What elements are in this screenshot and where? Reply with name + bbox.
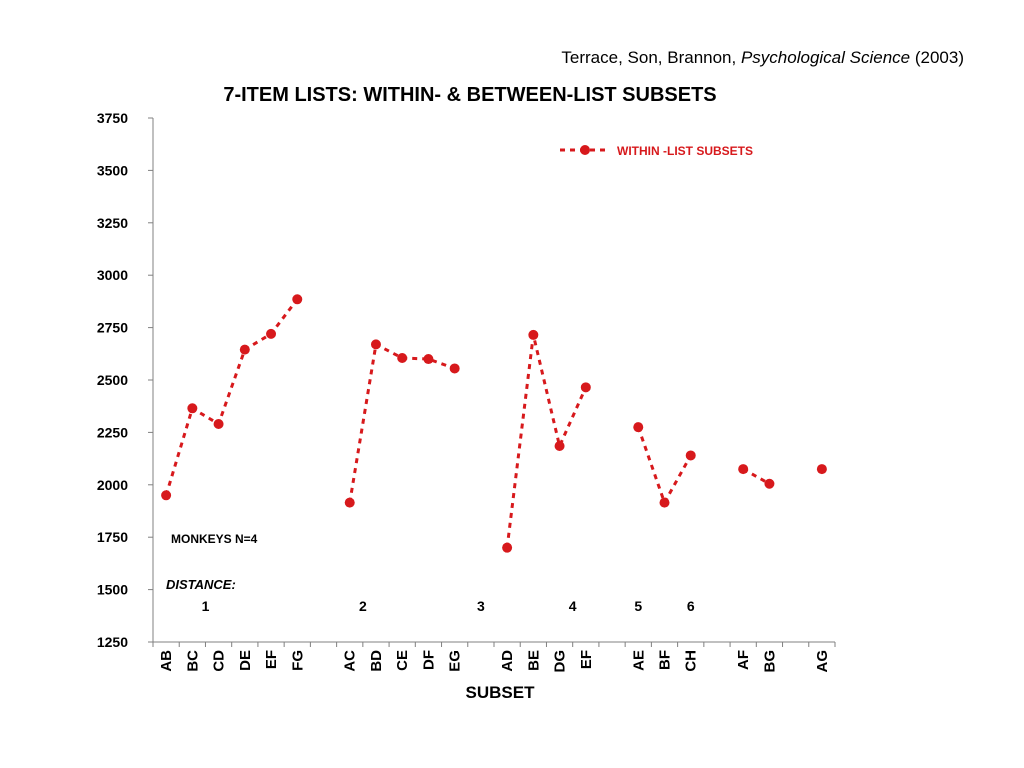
legend: WITHIN -LIST SUBSETS xyxy=(560,144,753,158)
data-point xyxy=(344,497,355,508)
series-segment-line xyxy=(164,298,299,496)
x-tick-label: AE xyxy=(630,650,647,671)
x-tick-label: DF xyxy=(420,650,437,670)
x-tick-label: CH xyxy=(683,650,700,672)
legend-label: WITHIN -LIST SUBSETS xyxy=(617,144,753,158)
y-tick-label: 2250 xyxy=(97,424,128,440)
x-tick-label: AB xyxy=(158,650,175,672)
x-axis-title: SUBSET xyxy=(466,683,536,702)
data-point xyxy=(764,478,775,489)
data-point xyxy=(502,542,513,553)
data-point xyxy=(554,441,565,452)
citation-year: (2003) xyxy=(914,48,964,67)
legend-marker xyxy=(580,145,590,155)
distance-label: 3 xyxy=(477,598,485,614)
data-point xyxy=(370,339,381,350)
x-axis-ticks: AB BC CD DE EF FG AC BD CE DF EG AD BE DG EF AE BF CH AF BG… xyxy=(152,642,836,673)
x-tick-label: EG xyxy=(447,650,464,672)
data-point xyxy=(187,403,198,414)
series-segment-line xyxy=(505,334,588,548)
distance-label: 1 xyxy=(202,598,210,614)
distance-label: 4 xyxy=(569,598,577,614)
y-tick-label: 2000 xyxy=(97,477,128,493)
data-point xyxy=(397,352,408,363)
x-tick-label: BE xyxy=(525,650,542,671)
citation-journal: Psychological Science xyxy=(740,48,911,67)
x-tick-label: BC xyxy=(184,650,201,672)
x-tick-label: EF xyxy=(263,650,280,669)
data-point xyxy=(266,328,277,339)
x-tick-label: DE xyxy=(237,650,254,671)
y-tick-label: 3250 xyxy=(97,215,128,231)
series-segment-line xyxy=(636,426,693,507)
x-tick-label: BG xyxy=(761,650,778,673)
y-tick-label: 3750 xyxy=(97,110,128,126)
x-tick-label: DG xyxy=(552,650,569,673)
series-segment-line xyxy=(348,342,456,503)
distance-labels: 1 2 3 4 5 6 xyxy=(202,598,695,614)
x-tick-label: AC xyxy=(342,650,359,672)
x-tick-label: CD xyxy=(211,650,228,672)
citation: Terrace, Son, Brannon, Psychological Sci… xyxy=(561,48,964,68)
x-tick-label: AF xyxy=(735,650,752,670)
data-point xyxy=(449,363,460,374)
data-point xyxy=(685,450,696,461)
y-tick-label: 3000 xyxy=(97,267,128,283)
data-point xyxy=(659,497,670,508)
data-point xyxy=(580,382,591,393)
distance-label: 5 xyxy=(634,598,642,614)
axes xyxy=(152,118,835,643)
y-axis-ticks: 1250 1500 1750 2000 2250 2500 2750 3000 3250 3500… xyxy=(97,110,153,650)
y-tick-label: 2500 xyxy=(97,372,128,388)
data-point xyxy=(633,422,644,433)
data-point xyxy=(423,354,434,365)
citation-authors: Terrace, Son, Brannon, xyxy=(561,48,737,67)
data-point xyxy=(816,464,827,475)
data-point xyxy=(292,294,303,305)
distance-label: 2 xyxy=(359,598,367,614)
x-tick-label: EF xyxy=(578,650,595,669)
series-lines xyxy=(164,298,771,548)
x-tick-label: CE xyxy=(394,650,411,671)
chart-title: 7-ITEM LISTS: WITHIN- & BETWEEN-LIST SUB… xyxy=(223,84,716,106)
y-tick-label: 1250 xyxy=(97,634,128,650)
data-point xyxy=(161,490,172,501)
x-tick-label: FG xyxy=(289,650,306,671)
data-point xyxy=(213,419,224,430)
data-point xyxy=(239,344,250,355)
x-tick-label: BD xyxy=(368,650,385,672)
series-points xyxy=(161,294,827,553)
distance-annotation: DISTANCE: xyxy=(166,577,236,592)
monkeys-annotation: MONKEYS N=4 xyxy=(171,532,258,546)
distance-label: 6 xyxy=(687,598,695,614)
data-point xyxy=(738,464,749,475)
y-tick-label: 1750 xyxy=(97,529,128,545)
y-tick-label: 1500 xyxy=(97,582,128,598)
y-tick-label: 2750 xyxy=(97,320,128,336)
x-tick-label: BF xyxy=(657,650,674,670)
x-tick-label: AD xyxy=(499,650,516,672)
y-tick-label: 3500 xyxy=(97,162,128,178)
x-tick-label: AG xyxy=(814,650,831,673)
data-point xyxy=(528,329,539,340)
